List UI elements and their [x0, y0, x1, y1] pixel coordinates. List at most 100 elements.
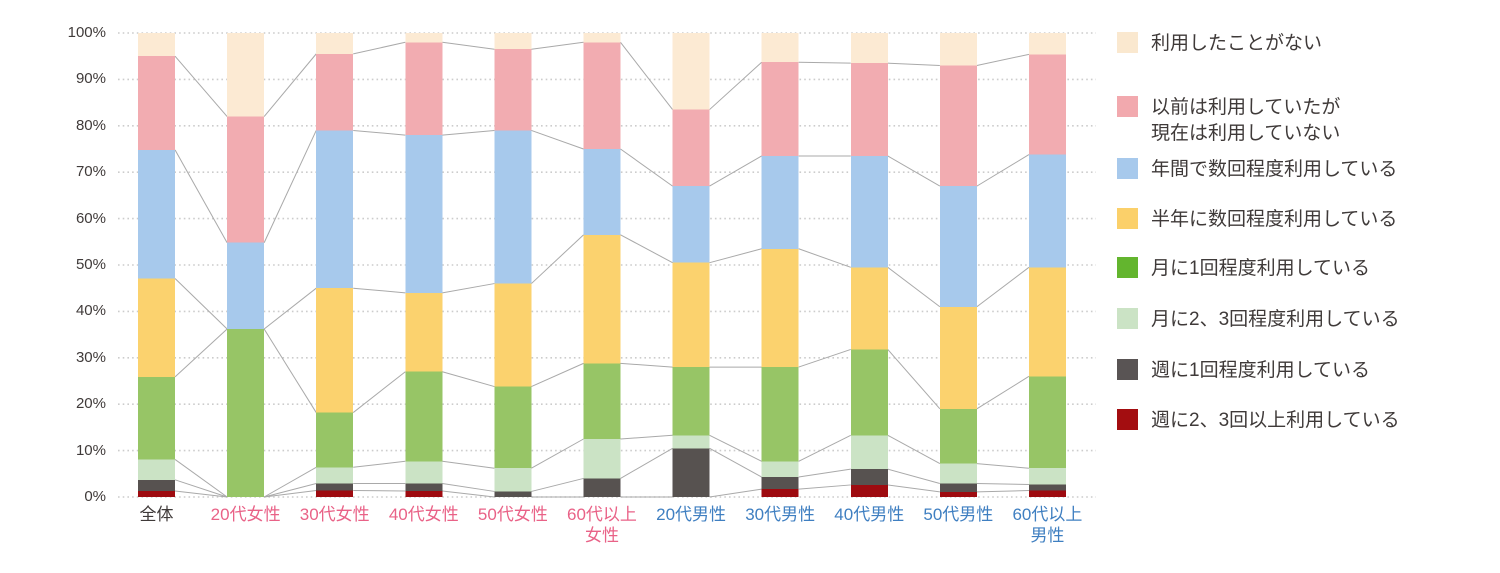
bar-segment [1028, 267, 1066, 377]
bar-segment [939, 186, 977, 307]
series-line [887, 266, 941, 308]
x-axis-label: 20代男性 [656, 505, 727, 524]
bar-segment [316, 483, 354, 491]
bar-segment [138, 56, 176, 150]
bar-segment [583, 363, 621, 439]
series-line [976, 53, 1030, 66]
bar-segment [939, 408, 977, 464]
bar-segment [939, 491, 977, 497]
bar-segment [761, 155, 799, 249]
series-line [174, 55, 228, 117]
series-line [531, 41, 584, 50]
series-line [442, 371, 495, 388]
bar-segment [850, 155, 888, 268]
bar-segment [316, 33, 354, 54]
bar-segment [939, 463, 977, 484]
bar-segment [405, 135, 443, 293]
x-axis-label: 50代男性 [923, 505, 994, 524]
bar-segment [138, 376, 176, 460]
bar-segment [405, 42, 443, 136]
legend-label: 半年に数回程度利用している [1151, 209, 1398, 230]
bar-segment [583, 439, 621, 479]
bar-segment [1028, 54, 1066, 155]
series-line [353, 460, 406, 468]
legend-label: 週に2、3回以上利用している [1151, 410, 1400, 431]
bar-segment [672, 448, 710, 497]
bar-segment [494, 283, 532, 387]
series-line [709, 434, 762, 462]
y-axis-tick: 90% [75, 70, 106, 88]
bar-segment [138, 459, 176, 480]
series-line [174, 328, 228, 378]
x-axis-label: 50代女性 [477, 505, 548, 524]
series-line [798, 434, 851, 462]
series-line [620, 234, 673, 264]
legend-swatch [1117, 32, 1138, 53]
bar-segment [494, 33, 532, 50]
bar-segment [405, 292, 443, 372]
series-line [263, 130, 317, 243]
series-line [353, 129, 406, 136]
bar-segment [1028, 154, 1066, 268]
series-line [709, 61, 763, 110]
series-line [174, 479, 228, 498]
series-line [620, 434, 673, 440]
series-line [620, 362, 673, 368]
series-line [620, 148, 673, 187]
series-line [887, 62, 940, 66]
bar-segment [939, 306, 977, 409]
series-line [887, 468, 940, 485]
series-line [887, 434, 941, 465]
y-axis-tick: 100% [67, 24, 106, 41]
series-line [976, 490, 1029, 493]
series-line [798, 248, 851, 268]
bar-segment [138, 278, 176, 377]
x-axis-label: 20代女性 [210, 505, 281, 524]
bar-segment [583, 149, 621, 235]
bar-segment [850, 349, 888, 436]
series-line [798, 468, 851, 478]
legend-item: 利用したことがない [1117, 31, 1322, 57]
legend-label: 月に2、3回程度利用している [1151, 309, 1400, 330]
bar-segment [494, 491, 532, 497]
series-line [531, 438, 584, 469]
bar-segment [672, 186, 710, 263]
y-axis-tick: 20% [75, 395, 106, 413]
series-line [531, 234, 584, 284]
legend-item: 以前は利用していたが 現在は利用していない [1117, 95, 1340, 147]
series-line [174, 278, 228, 330]
bar-segment [672, 109, 710, 187]
series-line [798, 348, 851, 368]
legend-label: 月に1回程度利用している [1151, 258, 1370, 279]
bar-segment [583, 42, 621, 149]
legend-swatch [1117, 359, 1138, 380]
bar-segment [761, 489, 799, 497]
series-line [709, 248, 762, 264]
bar-segment [761, 248, 799, 368]
series-line [620, 41, 673, 110]
series-line [709, 155, 762, 187]
legend-label: 週に1回程度利用している [1151, 360, 1370, 381]
bar-segment [405, 371, 443, 462]
series-line [976, 375, 1030, 410]
legend-label: 以前は利用していたが 現在は利用していない [1151, 97, 1341, 144]
legend-label: 利用したことがない [1151, 33, 1323, 54]
bar-segment [1028, 33, 1066, 55]
series-line [263, 328, 317, 413]
x-axis-label: 60代以上 男性 [1012, 505, 1083, 545]
series-line [442, 41, 495, 50]
legend-swatch [1117, 208, 1138, 229]
bar-segment [405, 33, 443, 43]
bar-segment [672, 435, 710, 449]
series-line [620, 447, 673, 479]
series-line [264, 483, 317, 498]
bar-segment [1028, 484, 1066, 491]
y-axis-tick: 70% [75, 163, 106, 181]
y-axis-tick: 40% [75, 302, 106, 320]
series-line [352, 371, 406, 413]
bar-segment [761, 62, 799, 156]
bar-segment [761, 33, 799, 63]
bar-segment [850, 484, 888, 497]
legend-item: 月に1回程度利用している [1117, 256, 1370, 282]
series-line [976, 483, 1029, 485]
